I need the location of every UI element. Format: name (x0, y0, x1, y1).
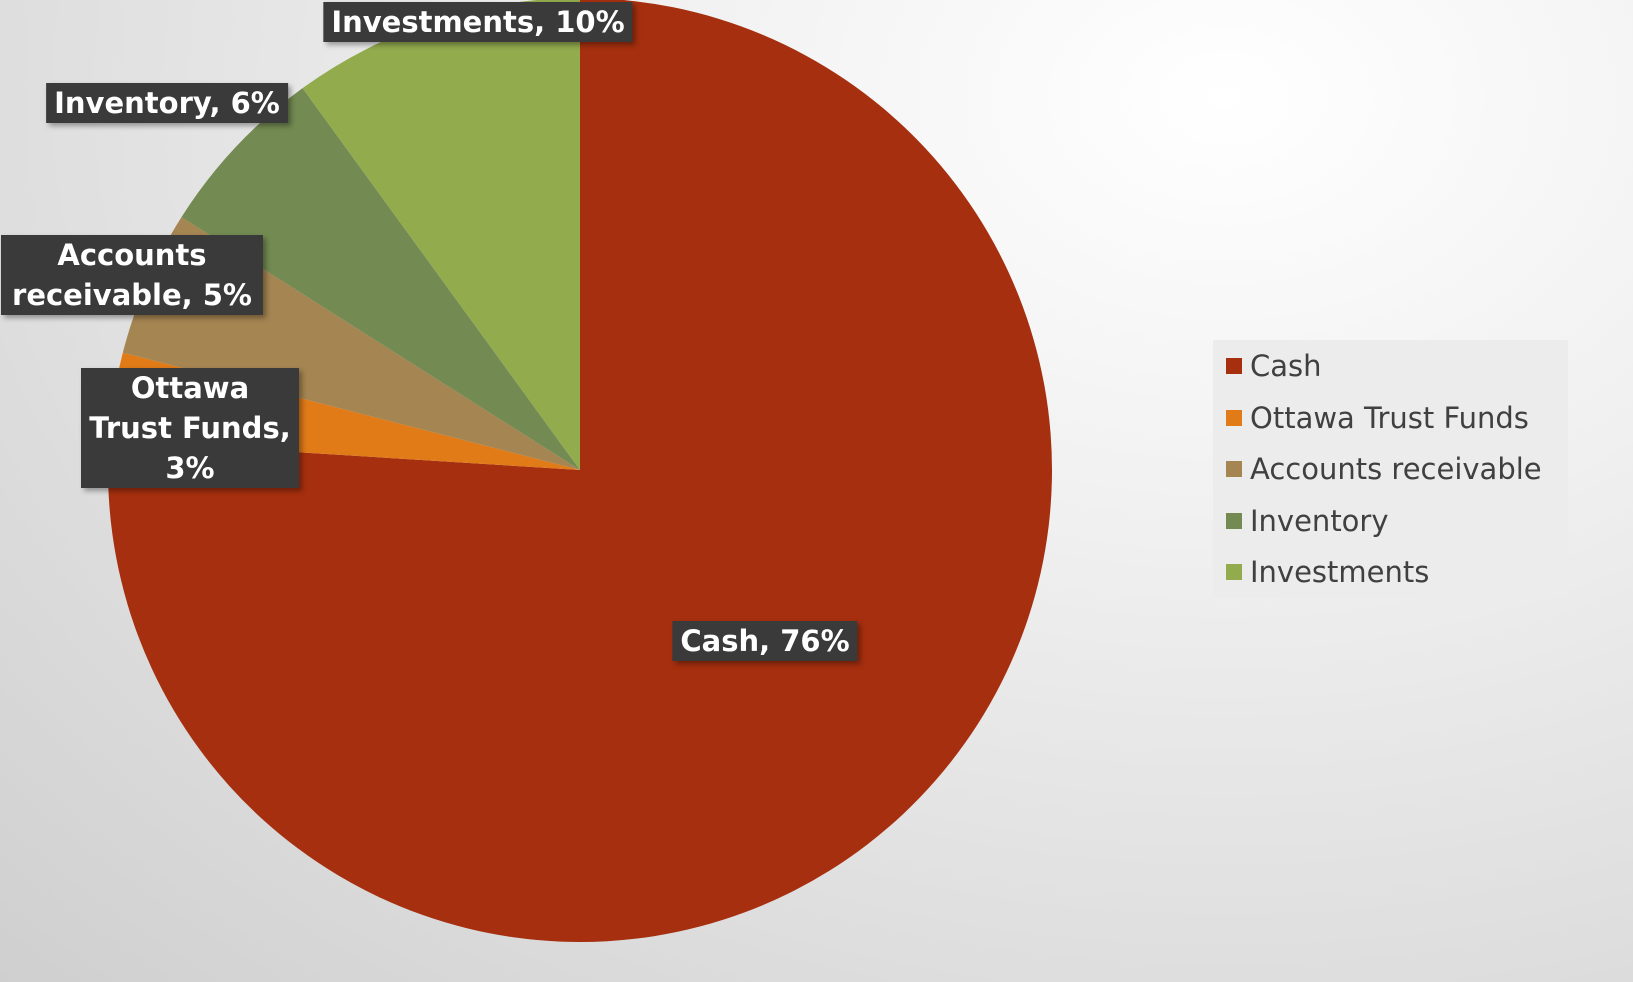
data-label: Investments, 10% (323, 2, 633, 42)
legend-swatch (1226, 564, 1242, 581)
legend-swatch (1226, 512, 1242, 529)
pie-slice (302, 0, 580, 470)
legend-label: Cash (1250, 349, 1322, 383)
legend-swatch (1226, 409, 1242, 426)
legend-label: Accounts receivable (1250, 452, 1542, 487)
data-label: Inventory, 6% (46, 83, 288, 123)
data-label: Cash, 76% (672, 621, 858, 661)
legend: Cash Ottawa Trust Funds Accounts receivabl… (1213, 340, 1568, 598)
legend-label: Investments (1250, 555, 1430, 590)
data-label: Ottawa Trust Funds, 3% (81, 368, 299, 488)
pie-slice (108, 0, 1052, 942)
legend-label: Inventory (1250, 503, 1389, 538)
pie-slice (181, 88, 580, 470)
legend-label: Ottawa Trust Funds (1250, 400, 1529, 435)
legend-swatch (1226, 461, 1242, 478)
legend-swatch (1226, 358, 1242, 374)
data-label: Accounts receivable, 5% (1, 235, 263, 315)
